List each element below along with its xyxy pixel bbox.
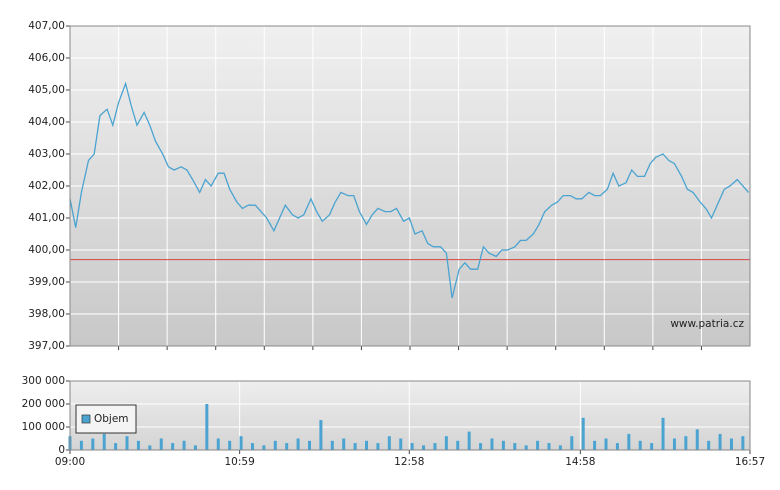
y-tick-label: 200 000 (22, 398, 65, 410)
volume-bar (148, 445, 152, 450)
x-tick-label: 14:58 (565, 456, 595, 468)
x-tick-label: 10:59 (225, 456, 255, 468)
y-tick-label: 398,00 (28, 308, 65, 320)
y-tick-label: 100 000 (22, 421, 65, 433)
y-tick-label: 404,00 (28, 116, 65, 128)
volume-bar (627, 433, 631, 450)
volume-bar (444, 436, 448, 450)
volume-bar (684, 436, 688, 450)
volume-bar (91, 438, 95, 450)
y-tick-label: 401,00 (28, 212, 65, 224)
volume-bar (729, 438, 733, 450)
volume-bar (615, 443, 619, 450)
x-tick-label: 09:00 (55, 456, 85, 468)
volume-bar (216, 438, 220, 450)
volume-bar (524, 445, 528, 450)
volume-bar (250, 443, 254, 450)
volume-bar (79, 440, 83, 450)
y-tick-label: 407,00 (28, 20, 65, 32)
volume-bar (741, 436, 745, 450)
volume-bar (661, 417, 665, 450)
y-tick-label: 300 000 (22, 375, 65, 387)
volume-plot-area (70, 381, 750, 450)
plot-frame (69, 380, 751, 451)
volume-bar (285, 443, 289, 450)
volume-bar (558, 445, 562, 450)
volume-bar (490, 438, 494, 450)
y-tick-label: 397,00 (28, 340, 65, 352)
volume-bar (296, 438, 300, 450)
volume-bar (353, 443, 357, 450)
y-tick-label: 406,00 (28, 52, 65, 64)
legend-swatch (81, 414, 91, 424)
volume-bar (136, 440, 140, 450)
volume-bar (501, 440, 505, 450)
volume-bar (672, 438, 676, 450)
volume-bar (193, 445, 197, 450)
volume-bar (718, 433, 722, 450)
y-tick-label: 405,00 (28, 84, 65, 96)
volume-bar (456, 440, 460, 450)
volume-bar (273, 440, 277, 450)
volume-bar (262, 445, 266, 450)
volume-bar (376, 443, 380, 450)
volume-bar (570, 436, 574, 450)
volume-bar (695, 429, 699, 450)
volume-bar (399, 438, 403, 450)
plot-frame (69, 25, 751, 347)
volume-bar (513, 443, 517, 450)
volume-bar (114, 443, 118, 450)
x-tick-label: 16:57 (735, 456, 765, 468)
volume-bar (239, 436, 243, 450)
volume-bar (330, 440, 334, 450)
y-tick-label: 400,00 (28, 244, 65, 256)
volume-bar (307, 440, 311, 450)
volume-bar (125, 436, 129, 450)
volume-bar (604, 438, 608, 450)
volume-bar (650, 443, 654, 450)
y-tick-label: 403,00 (28, 148, 65, 160)
volume-bar (467, 431, 471, 450)
volume-bar (707, 440, 711, 450)
volume-bar (581, 417, 585, 450)
watermark: www.patria.cz (670, 318, 744, 330)
volume-bar (342, 438, 346, 450)
volume-bar (387, 436, 391, 450)
volume-bar (171, 443, 175, 450)
y-tick-label: 0 (58, 444, 65, 456)
y-tick-label: 399,00 (28, 276, 65, 288)
y-tick-label: 402,00 (28, 180, 65, 192)
volume-bar (433, 443, 437, 450)
volume-bar (159, 438, 163, 450)
volume-bar (319, 420, 323, 450)
volume-bar (536, 440, 540, 450)
volume-bar (547, 443, 551, 450)
volume-bar (593, 440, 597, 450)
legend-label: Objem (94, 413, 129, 425)
price-line (69, 81, 750, 299)
volume-bar (182, 440, 186, 450)
volume-bar (479, 443, 483, 450)
volume-bar (228, 440, 232, 450)
volume-bar (410, 443, 414, 450)
volume-bar (422, 445, 426, 450)
volume-bar (365, 440, 369, 450)
volume-bar (638, 440, 642, 450)
x-tick-label: 12:58 (394, 456, 424, 468)
volume-bar (102, 433, 106, 450)
volume-bar (205, 404, 209, 450)
